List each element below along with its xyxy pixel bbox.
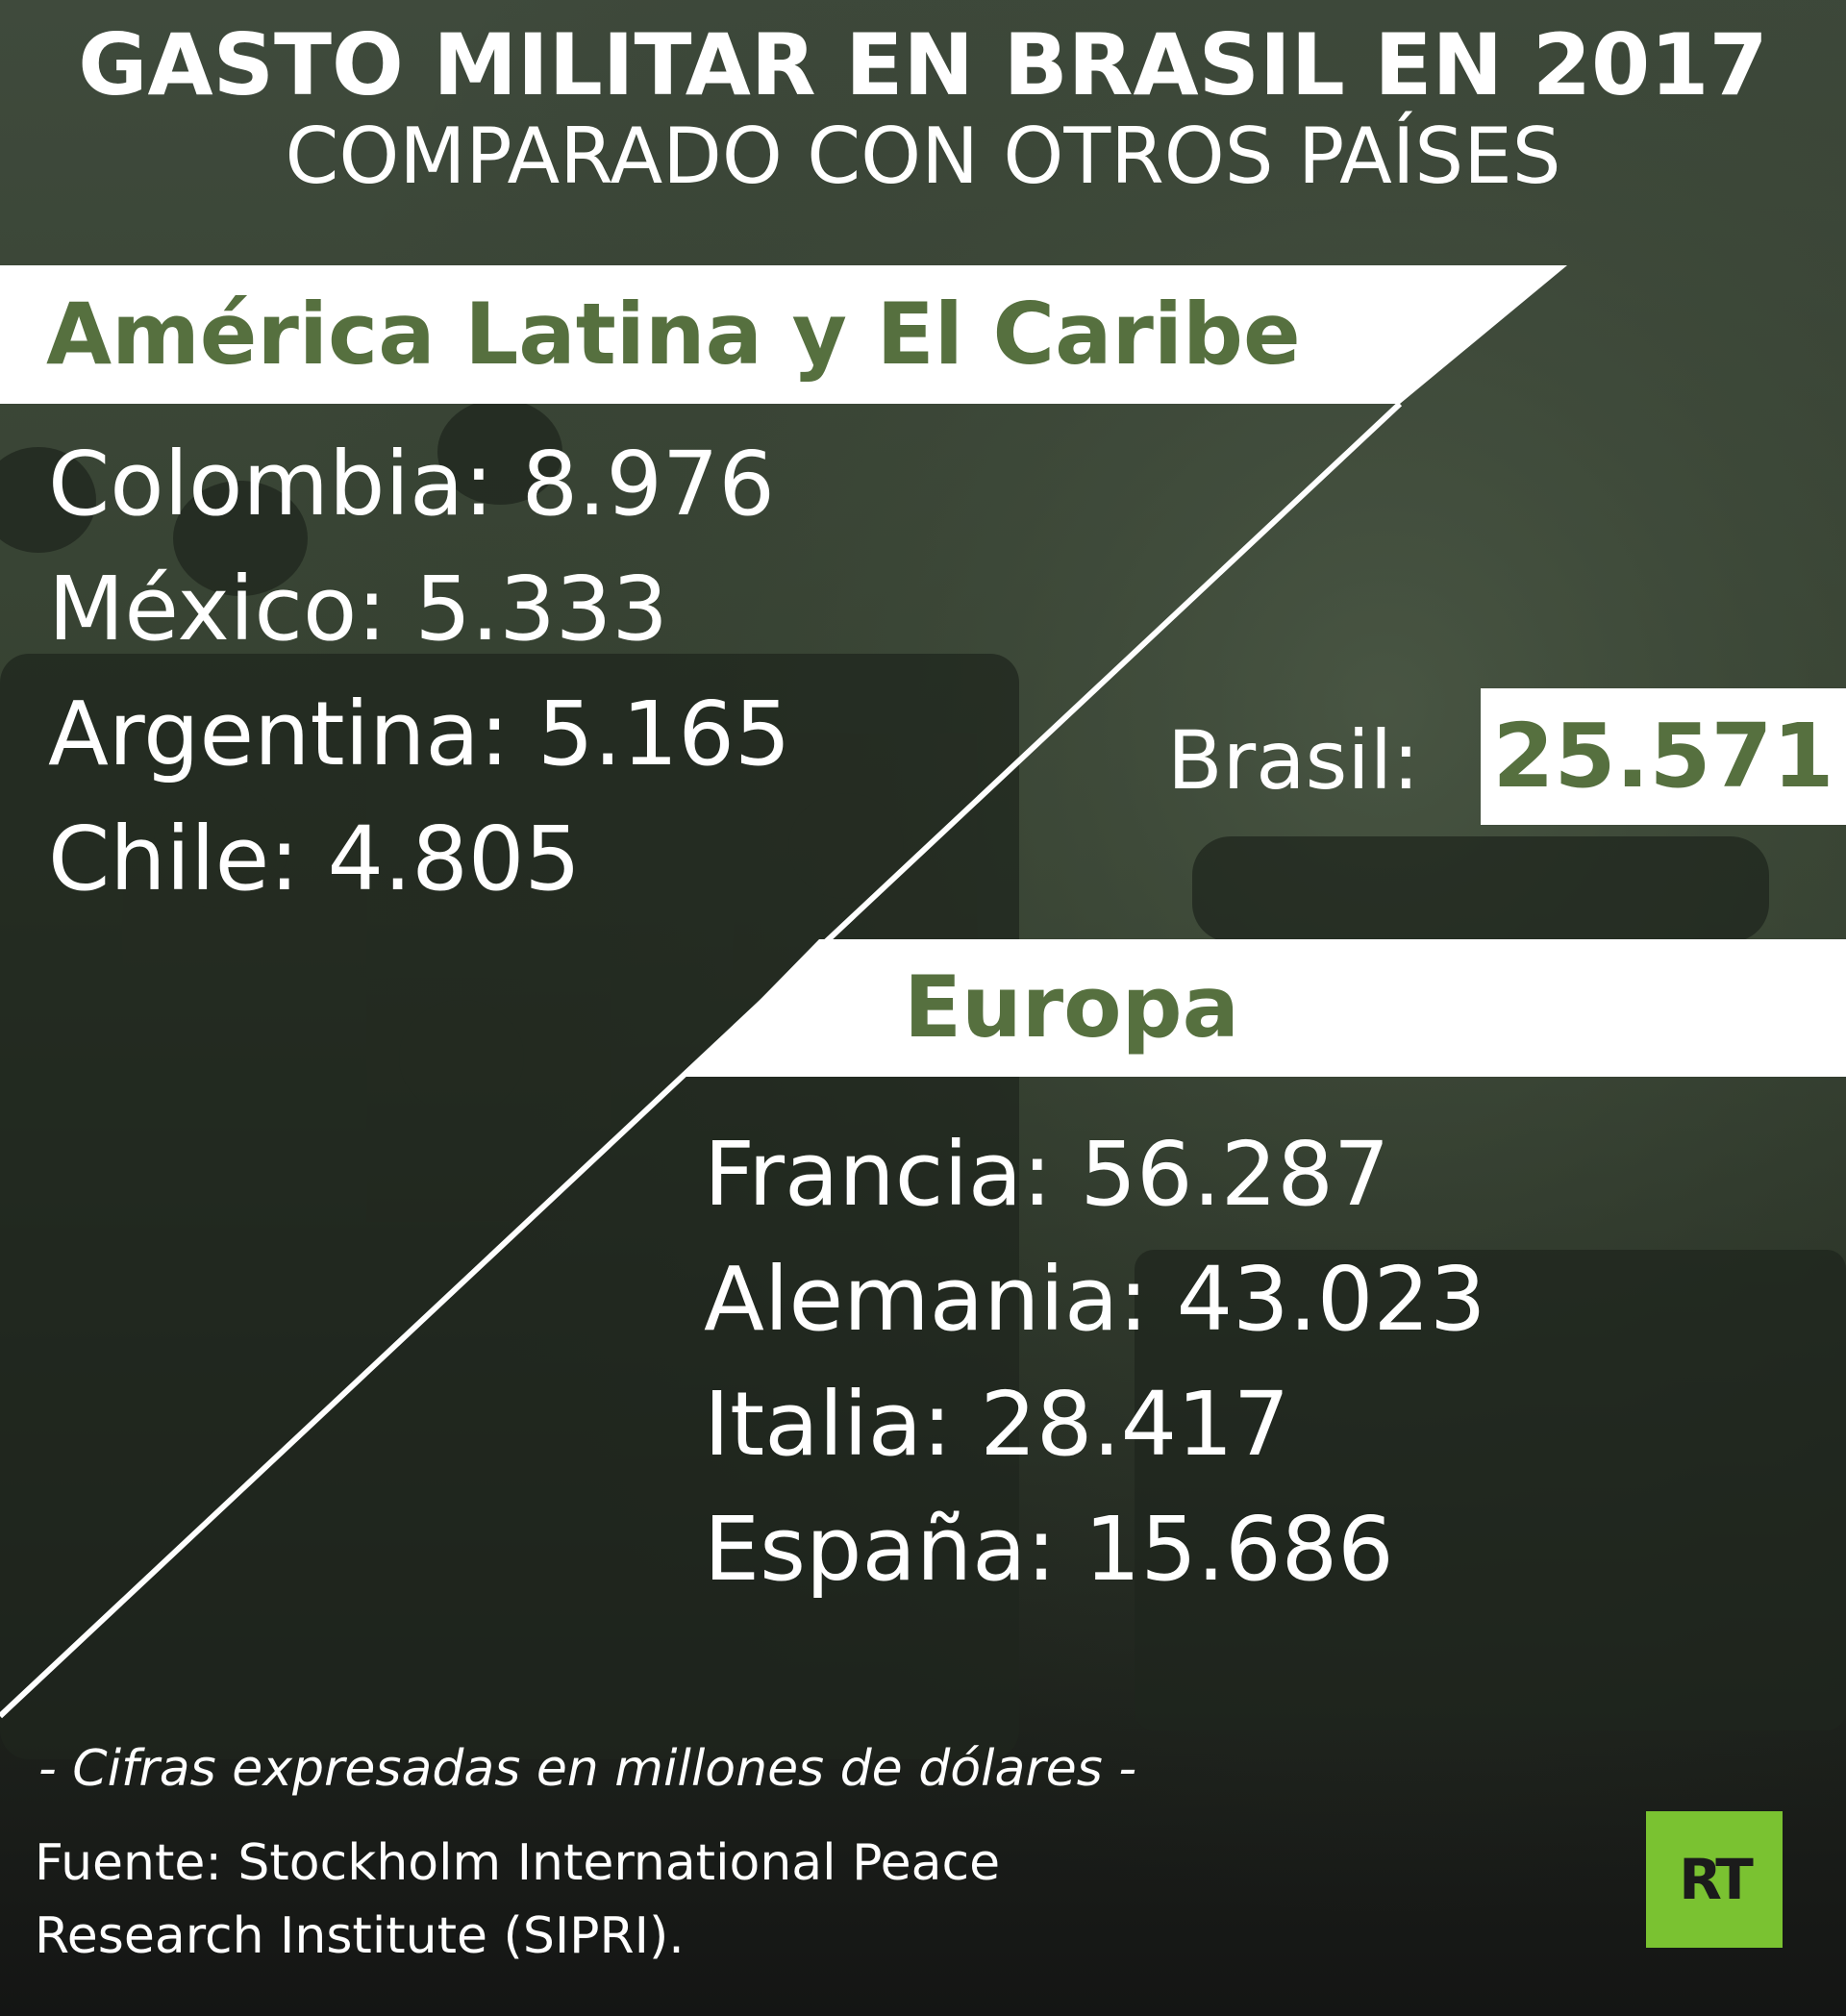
latam-row: Colombia: 8.976 xyxy=(48,440,775,529)
europa-row: Italia: 28.417 xyxy=(704,1381,1289,1469)
diagonal-divider xyxy=(0,401,1403,1719)
country-value: 4.805 xyxy=(327,808,581,910)
country-label: España: xyxy=(704,1498,1057,1601)
country-value: 43.023 xyxy=(1176,1248,1486,1351)
units-note: - Cifras expresadas en millones de dólar… xyxy=(38,1740,1137,1798)
country-value: 5.333 xyxy=(414,558,668,660)
country-value: 8.976 xyxy=(521,433,775,535)
country-label: México: xyxy=(48,558,387,660)
latam-row: México: 5.333 xyxy=(48,565,668,654)
europa-row: Francia: 56.287 xyxy=(704,1131,1389,1219)
soldiers-silhouette xyxy=(0,399,1846,1759)
country-label: Alemania: xyxy=(704,1248,1149,1351)
country-label: Colombia: xyxy=(48,433,494,535)
latam-row: Argentina: 5.165 xyxy=(48,690,790,779)
latam-header: América Latina y El Caribe xyxy=(46,285,1301,384)
rt-logo xyxy=(1646,1811,1783,1948)
country-value: 15.686 xyxy=(1084,1498,1394,1601)
europa-header: Europa xyxy=(904,958,1239,1057)
brasil-value: 25.571 xyxy=(1492,705,1834,808)
rt-logo-text: RT xyxy=(1679,1847,1754,1912)
europa-band xyxy=(685,939,1846,1077)
brasil-label: Brasil: xyxy=(1167,713,1420,808)
source-line: Research Institute (SIPRI). xyxy=(35,1907,685,1965)
title: GASTO MILITAR EN BRASIL EN 2017 xyxy=(78,15,1768,114)
country-value: 28.417 xyxy=(980,1373,1290,1476)
source-line: Fuente: Stockholm International Peace xyxy=(35,1834,1001,1892)
country-value: 56.287 xyxy=(1080,1123,1390,1226)
latam-row: Chile: 4.805 xyxy=(48,815,581,904)
country-label: Francia: xyxy=(704,1123,1053,1226)
country-label: Argentina: xyxy=(48,683,510,785)
country-value: 5.165 xyxy=(537,683,791,785)
latam-band xyxy=(0,265,1567,404)
europa-row: España: 15.686 xyxy=(704,1506,1394,1594)
source-text: Fuente: Stockholm International Peace Re… xyxy=(35,1827,1000,1973)
country-label: Italia: xyxy=(704,1373,953,1476)
country-label: Chile: xyxy=(48,808,300,910)
brasil-value-box xyxy=(1481,688,1846,825)
europa-row: Alemania: 43.023 xyxy=(704,1256,1486,1344)
subtitle: COMPARADO CON OTROS PAÍSES xyxy=(285,112,1561,201)
